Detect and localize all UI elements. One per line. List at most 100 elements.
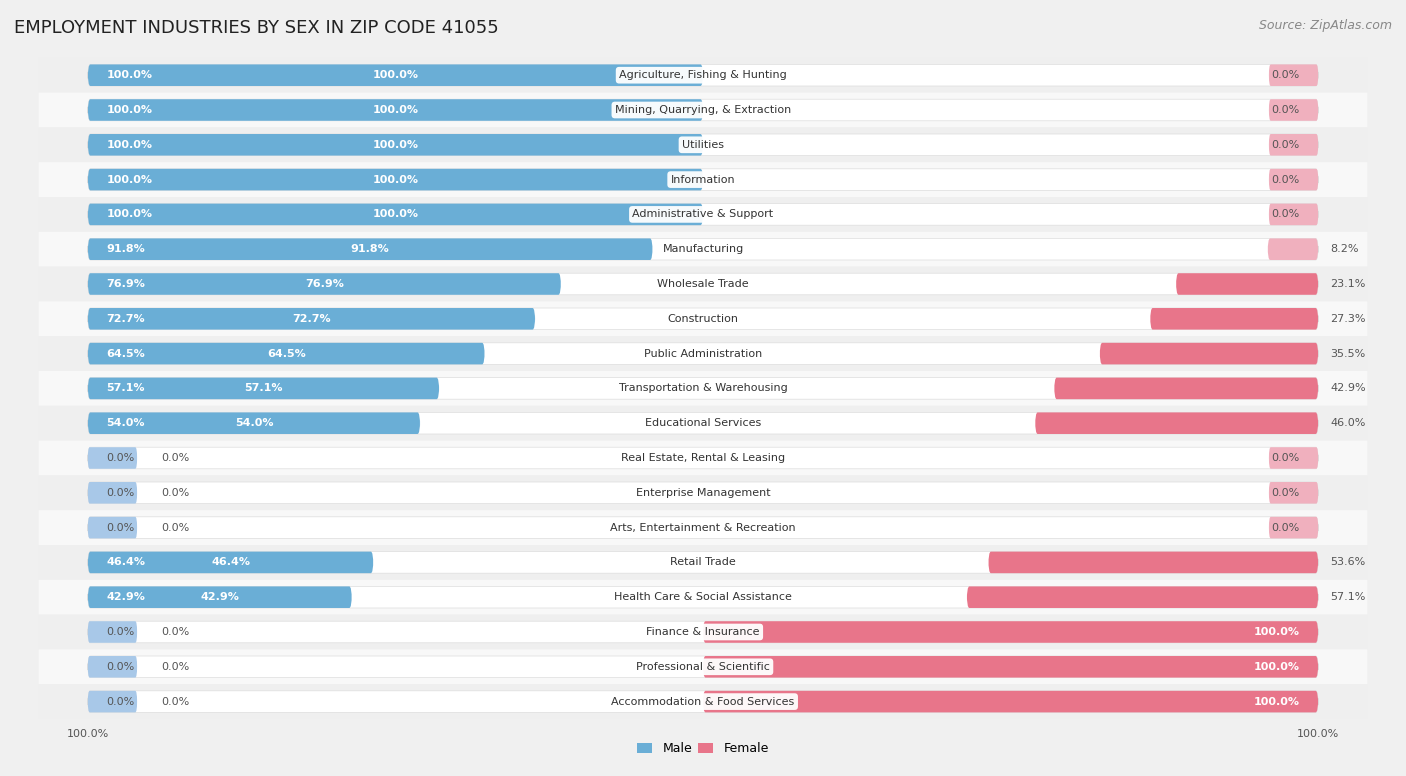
Text: 100.0%: 100.0% xyxy=(1254,662,1299,672)
Text: 57.1%: 57.1% xyxy=(107,383,145,393)
FancyBboxPatch shape xyxy=(1268,99,1319,121)
FancyBboxPatch shape xyxy=(87,517,138,539)
Text: 0.0%: 0.0% xyxy=(107,662,135,672)
Text: 100.0%: 100.0% xyxy=(373,210,419,220)
FancyBboxPatch shape xyxy=(38,267,1367,301)
FancyBboxPatch shape xyxy=(1268,238,1319,260)
FancyBboxPatch shape xyxy=(988,552,1319,573)
FancyBboxPatch shape xyxy=(1054,378,1319,399)
FancyBboxPatch shape xyxy=(87,622,138,643)
Text: 100.0%: 100.0% xyxy=(107,105,152,115)
FancyBboxPatch shape xyxy=(87,343,485,365)
FancyBboxPatch shape xyxy=(38,545,1367,580)
FancyBboxPatch shape xyxy=(87,99,1319,121)
Text: 100.0%: 100.0% xyxy=(107,210,152,220)
Text: Mining, Quarrying, & Extraction: Mining, Quarrying, & Extraction xyxy=(614,105,792,115)
FancyBboxPatch shape xyxy=(87,308,1319,330)
FancyBboxPatch shape xyxy=(87,378,1319,399)
FancyBboxPatch shape xyxy=(1268,134,1319,155)
Text: 0.0%: 0.0% xyxy=(1271,105,1299,115)
FancyBboxPatch shape xyxy=(703,656,1319,677)
Text: 8.2%: 8.2% xyxy=(1330,244,1360,255)
Text: 0.0%: 0.0% xyxy=(107,522,135,532)
Text: 100.0%: 100.0% xyxy=(373,70,419,80)
Text: 0.0%: 0.0% xyxy=(162,522,190,532)
FancyBboxPatch shape xyxy=(1268,447,1319,469)
Text: Utilities: Utilities xyxy=(682,140,724,150)
Text: 42.9%: 42.9% xyxy=(107,592,145,602)
FancyBboxPatch shape xyxy=(87,343,1319,365)
FancyBboxPatch shape xyxy=(87,203,703,225)
FancyBboxPatch shape xyxy=(87,412,1319,434)
Text: Agriculture, Fishing & Hunting: Agriculture, Fishing & Hunting xyxy=(619,70,787,80)
FancyBboxPatch shape xyxy=(87,203,1319,225)
FancyBboxPatch shape xyxy=(38,650,1367,684)
Text: 53.6%: 53.6% xyxy=(1330,557,1365,567)
Text: Health Care & Social Assistance: Health Care & Social Assistance xyxy=(614,592,792,602)
FancyBboxPatch shape xyxy=(87,238,652,260)
FancyBboxPatch shape xyxy=(1175,273,1319,295)
FancyBboxPatch shape xyxy=(87,238,1319,260)
FancyBboxPatch shape xyxy=(1268,482,1319,504)
FancyBboxPatch shape xyxy=(87,64,1319,86)
Text: 100.0%: 100.0% xyxy=(373,175,419,185)
FancyBboxPatch shape xyxy=(87,552,1319,573)
FancyBboxPatch shape xyxy=(38,336,1367,371)
Text: Professional & Scientific: Professional & Scientific xyxy=(636,662,770,672)
FancyBboxPatch shape xyxy=(87,273,561,295)
Text: 100.0%: 100.0% xyxy=(373,105,419,115)
Text: 0.0%: 0.0% xyxy=(1271,210,1299,220)
Text: EMPLOYMENT INDUSTRIES BY SEX IN ZIP CODE 41055: EMPLOYMENT INDUSTRIES BY SEX IN ZIP CODE… xyxy=(14,19,499,37)
Text: 76.9%: 76.9% xyxy=(305,279,344,289)
FancyBboxPatch shape xyxy=(38,580,1367,615)
FancyBboxPatch shape xyxy=(87,447,138,469)
FancyBboxPatch shape xyxy=(87,378,439,399)
Text: 42.9%: 42.9% xyxy=(1330,383,1367,393)
Text: 35.5%: 35.5% xyxy=(1330,348,1365,359)
Text: 100.0%: 100.0% xyxy=(373,140,419,150)
Text: 0.0%: 0.0% xyxy=(1271,70,1299,80)
Text: Arts, Entertainment & Recreation: Arts, Entertainment & Recreation xyxy=(610,522,796,532)
Text: Public Administration: Public Administration xyxy=(644,348,762,359)
FancyBboxPatch shape xyxy=(87,552,374,573)
Text: Source: ZipAtlas.com: Source: ZipAtlas.com xyxy=(1258,19,1392,33)
FancyBboxPatch shape xyxy=(87,656,138,677)
Text: 46.4%: 46.4% xyxy=(211,557,250,567)
Text: Construction: Construction xyxy=(668,314,738,324)
FancyBboxPatch shape xyxy=(87,169,1319,190)
Text: 0.0%: 0.0% xyxy=(162,453,190,463)
FancyBboxPatch shape xyxy=(38,232,1367,267)
FancyBboxPatch shape xyxy=(38,510,1367,545)
Text: 100.0%: 100.0% xyxy=(1254,627,1299,637)
FancyBboxPatch shape xyxy=(703,622,1319,643)
Legend: Male, Female: Male, Female xyxy=(633,737,773,760)
FancyBboxPatch shape xyxy=(38,162,1367,197)
FancyBboxPatch shape xyxy=(38,57,1367,92)
Text: 0.0%: 0.0% xyxy=(1271,488,1299,497)
Text: 0.0%: 0.0% xyxy=(1271,175,1299,185)
FancyBboxPatch shape xyxy=(87,587,1319,608)
FancyBboxPatch shape xyxy=(87,691,1319,712)
Text: 72.7%: 72.7% xyxy=(292,314,330,324)
Text: 54.0%: 54.0% xyxy=(107,418,145,428)
FancyBboxPatch shape xyxy=(1268,517,1319,539)
FancyBboxPatch shape xyxy=(38,441,1367,476)
Text: 23.1%: 23.1% xyxy=(1330,279,1365,289)
Text: 100.0%: 100.0% xyxy=(107,175,152,185)
FancyBboxPatch shape xyxy=(87,622,1319,643)
FancyBboxPatch shape xyxy=(38,197,1367,232)
Text: 0.0%: 0.0% xyxy=(162,697,190,707)
FancyBboxPatch shape xyxy=(1268,64,1319,86)
Text: Accommodation & Food Services: Accommodation & Food Services xyxy=(612,697,794,707)
FancyBboxPatch shape xyxy=(38,92,1367,127)
Text: Information: Information xyxy=(671,175,735,185)
Text: 64.5%: 64.5% xyxy=(267,348,305,359)
FancyBboxPatch shape xyxy=(38,684,1367,719)
FancyBboxPatch shape xyxy=(87,134,703,155)
FancyBboxPatch shape xyxy=(87,99,703,121)
FancyBboxPatch shape xyxy=(967,587,1319,608)
FancyBboxPatch shape xyxy=(38,476,1367,510)
Text: 91.8%: 91.8% xyxy=(352,244,389,255)
Text: 46.4%: 46.4% xyxy=(107,557,145,567)
FancyBboxPatch shape xyxy=(87,273,1319,295)
